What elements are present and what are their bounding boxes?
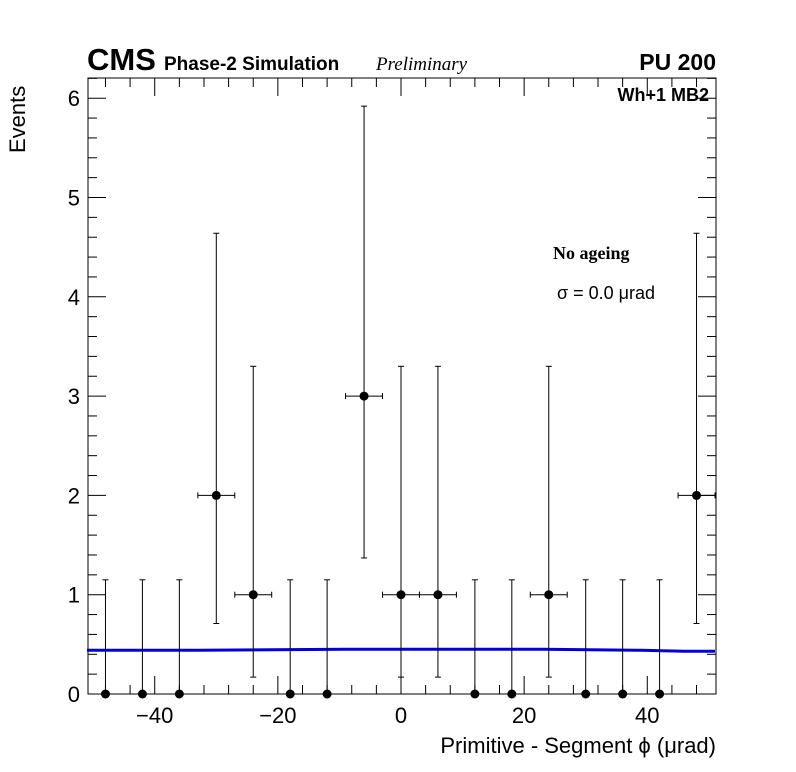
data-point-group bbox=[322, 579, 332, 699]
data-point-group bbox=[382, 365, 420, 678]
data-point-group bbox=[677, 232, 716, 624]
x-axis-title: Primitive - Segment ϕ (μrad) bbox=[440, 733, 716, 758]
data-marker bbox=[137, 689, 147, 699]
data-marker bbox=[692, 490, 702, 500]
data-marker bbox=[581, 689, 591, 699]
x-tick-label: 40 bbox=[635, 703, 659, 728]
data-marker bbox=[544, 590, 554, 600]
data-marker bbox=[100, 689, 110, 699]
axis-ticks bbox=[88, 77, 716, 695]
data-marker bbox=[433, 590, 443, 600]
data-point-group bbox=[418, 365, 457, 678]
data-marker bbox=[248, 590, 258, 600]
data-marker bbox=[211, 490, 221, 500]
data-point-group bbox=[655, 579, 665, 699]
x-tick-label: −40 bbox=[136, 703, 173, 728]
y-tick-label: 2 bbox=[68, 483, 80, 508]
sigma-label: σ = 0.0 μrad bbox=[557, 283, 655, 303]
x-tick-label: 0 bbox=[395, 703, 407, 728]
data-marker bbox=[285, 689, 295, 699]
y-tick-label: 1 bbox=[68, 583, 80, 608]
data-point-group bbox=[100, 579, 110, 699]
pileup-label: PU 200 bbox=[639, 49, 716, 75]
data-marker bbox=[470, 689, 480, 699]
data-marker bbox=[322, 689, 332, 699]
cms-label: CMS bbox=[87, 42, 156, 77]
x-tick-label: 20 bbox=[512, 703, 536, 728]
data-point-group bbox=[285, 579, 295, 699]
data-point-group bbox=[470, 579, 480, 699]
data-point-group bbox=[529, 365, 568, 678]
data-point-group bbox=[345, 105, 384, 559]
y-tick-label: 6 bbox=[68, 86, 80, 111]
fit-line bbox=[87, 647, 715, 653]
data-point-group bbox=[234, 365, 273, 678]
data-point-group bbox=[507, 579, 517, 699]
data-point-group bbox=[137, 579, 147, 699]
preliminary-label: Preliminary bbox=[375, 54, 468, 75]
data-marker bbox=[396, 590, 406, 600]
data-marker bbox=[507, 689, 517, 699]
data-marker bbox=[618, 689, 628, 699]
y-tick-label: 5 bbox=[68, 186, 80, 211]
data-point-group bbox=[197, 232, 236, 624]
simulation-subtitle: Phase-2 Simulation bbox=[164, 54, 339, 75]
data-point-group bbox=[618, 579, 628, 699]
fit-curve bbox=[87, 647, 715, 653]
y-tick-label: 4 bbox=[68, 285, 80, 310]
data-marker bbox=[655, 689, 665, 699]
y-axis-title: Events bbox=[5, 86, 30, 153]
data-marker bbox=[174, 689, 184, 699]
ageing-label: No ageing bbox=[553, 243, 630, 263]
tick-labels: −40 −20 0 20 40 0 1 2 3 4 5 6 bbox=[68, 86, 660, 728]
plot-frame bbox=[87, 77, 717, 695]
x-tick-label: −20 bbox=[259, 703, 296, 728]
y-tick-label: 3 bbox=[68, 384, 80, 409]
data-points bbox=[100, 105, 716, 699]
data-marker bbox=[359, 391, 369, 401]
category-label: Wh+1 MB2 bbox=[617, 85, 709, 105]
data-point-group bbox=[174, 579, 184, 699]
data-point-group bbox=[581, 579, 591, 699]
y-tick-label: 0 bbox=[68, 682, 80, 707]
